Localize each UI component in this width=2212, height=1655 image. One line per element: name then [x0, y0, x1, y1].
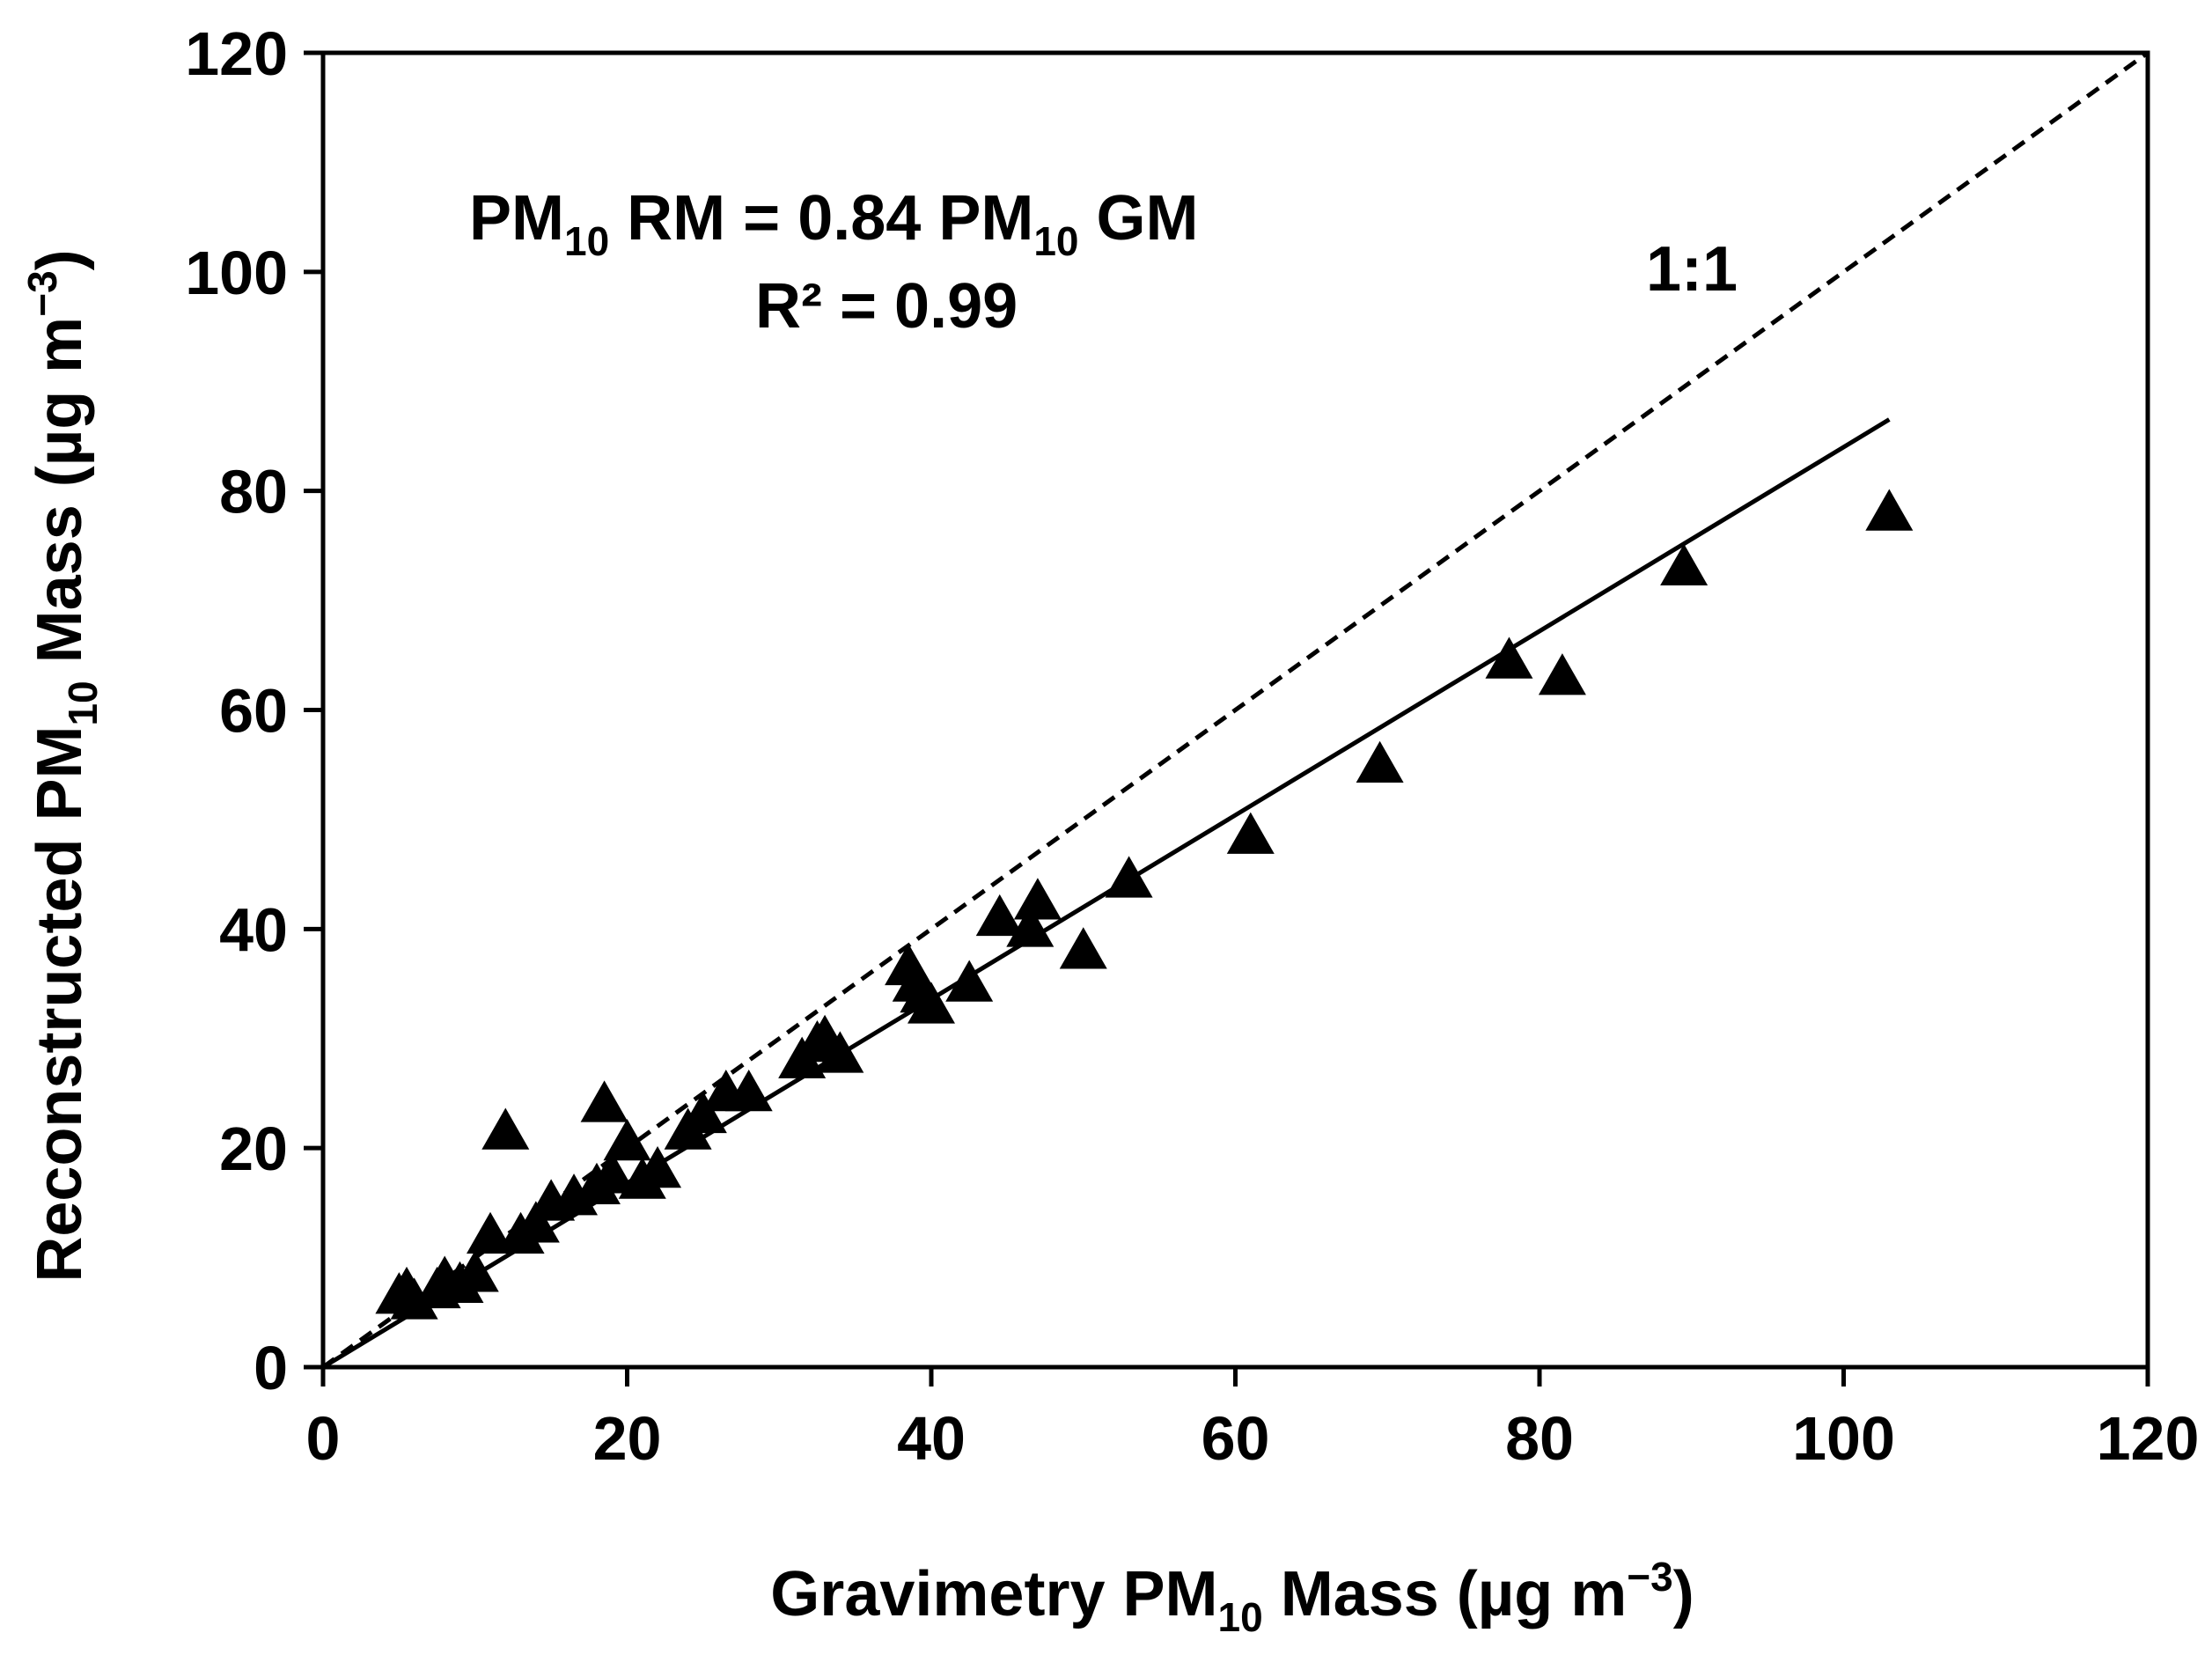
data-point-triangle	[1013, 878, 1062, 920]
x-tick-label: 20	[593, 1404, 662, 1473]
data-point-triangle	[1226, 812, 1275, 854]
data-point-triangle	[390, 1277, 438, 1320]
data-point-triangle	[1105, 856, 1153, 898]
data-point-triangle	[580, 1080, 628, 1122]
data-point-triangle	[511, 1201, 560, 1243]
y-tick-label: 0	[254, 1334, 288, 1402]
data-point-triangle	[1006, 905, 1055, 947]
y-tick-label: 100	[185, 239, 288, 307]
y-tick-label: 120	[185, 19, 288, 88]
data-point-triangle	[975, 894, 1024, 937]
x-tick-label: 0	[306, 1404, 341, 1473]
r-squared-label: R² = 0.99	[755, 271, 1018, 342]
axis-ticks: 0 20 40 60 80 100 120 0 20 40 60 80 100 120	[185, 19, 2199, 1473]
data-point-triangle	[550, 1173, 599, 1216]
regression-equation: PM10 RM = 0.84 PM10 GM	[469, 183, 1199, 264]
data-point-triangle	[467, 1211, 515, 1254]
data-point-triangle	[816, 1031, 864, 1073]
x-tick-label: 60	[1202, 1404, 1270, 1473]
y-tick-label: 80	[219, 458, 288, 526]
data-point-triangle	[1485, 636, 1533, 679]
y-tick-label: 20	[219, 1114, 288, 1183]
x-tick-label: 120	[2097, 1404, 2200, 1473]
data-point-triangle	[451, 1250, 499, 1292]
data-point-triangle	[945, 960, 994, 1002]
one-to-one-label: 1:1	[1646, 234, 1738, 305]
data-point-triangle	[908, 982, 955, 1024]
x-tick-label: 100	[1792, 1404, 1895, 1473]
x-tick-label: 80	[1505, 1404, 1574, 1473]
regression-line	[321, 417, 1891, 1370]
data-point-triangle	[1538, 653, 1586, 695]
data-point-triangle	[1059, 927, 1107, 969]
data-point-triangle	[634, 1146, 682, 1188]
x-tick-label: 40	[897, 1404, 966, 1473]
data-point-triangle	[679, 1091, 727, 1134]
data-point-triangle	[603, 1118, 651, 1161]
data-points	[375, 489, 1914, 1320]
data-point-triangle	[724, 1069, 773, 1112]
y-tick-label: 60	[219, 677, 288, 746]
y-axis-title: Reconstructed PM10 Mass (µg m−3)	[19, 249, 106, 1282]
data-point-triangle	[1660, 543, 1709, 586]
data-point-triangle	[588, 1151, 636, 1194]
data-point-triangle	[481, 1107, 530, 1150]
x-axis-title: Gravimetry PM10 Mass (µg m−3)	[770, 1554, 1694, 1640]
y-tick-label: 40	[219, 895, 288, 964]
data-point-triangle	[1865, 489, 1914, 531]
data-point-triangle	[1356, 740, 1404, 783]
